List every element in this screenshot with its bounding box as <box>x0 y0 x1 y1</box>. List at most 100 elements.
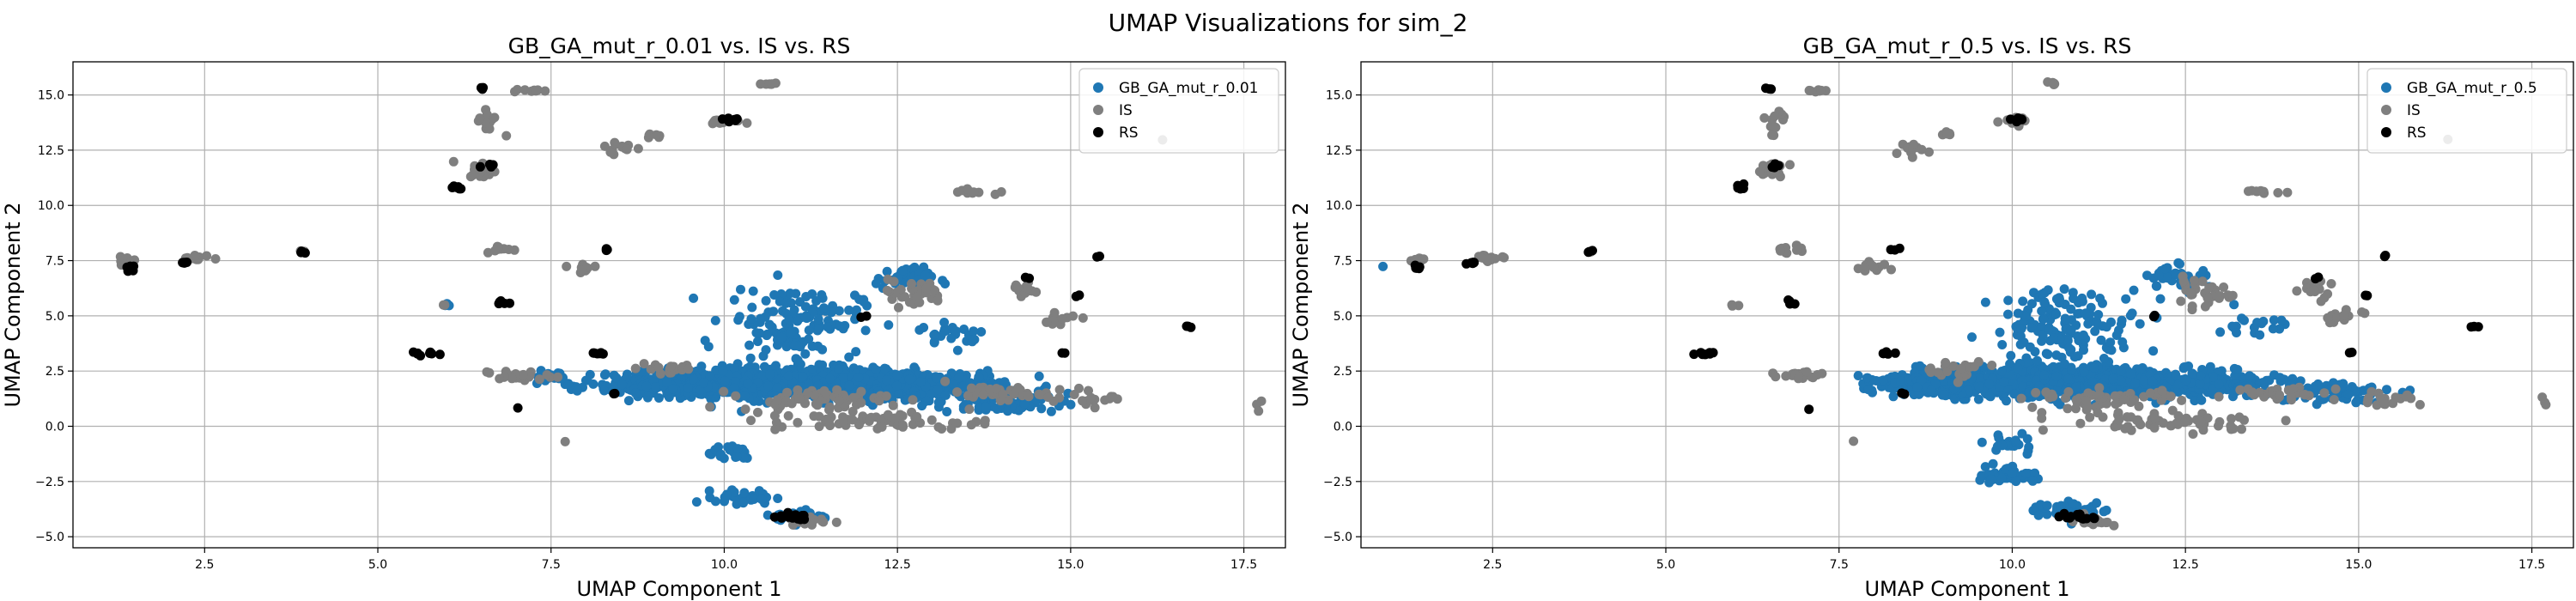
scatter-point <box>756 79 766 89</box>
scatter-point <box>475 161 485 172</box>
scatter-point <box>2096 335 2106 345</box>
scatter-point <box>651 382 660 392</box>
scatter-point <box>755 328 765 338</box>
scatter-point <box>2268 324 2278 334</box>
scatter-point <box>2116 366 2126 376</box>
x-tick-label: 2.5 <box>195 558 214 572</box>
scatter-point <box>2235 385 2245 395</box>
scatter-point <box>2275 373 2285 383</box>
scatter-point <box>2026 323 2037 333</box>
scatter-point <box>2155 294 2166 304</box>
scatter-point <box>2292 286 2302 296</box>
scatter-point <box>1862 373 1872 383</box>
scatter-point <box>933 422 944 432</box>
scatter-point <box>2151 281 2161 291</box>
scatter-point <box>2083 319 2093 329</box>
scatter-point <box>2016 324 2026 334</box>
x-tick-label: 12.5 <box>2172 558 2199 572</box>
scatter-point <box>974 402 984 412</box>
scatter-point <box>2063 404 2073 414</box>
scatter-point <box>1973 394 1984 404</box>
scatter-point <box>2214 379 2224 389</box>
scatter-point <box>705 402 715 412</box>
scatter-point <box>933 398 944 408</box>
scatter-point <box>560 436 570 446</box>
scatter-point <box>871 278 881 288</box>
scatter-point <box>930 285 940 295</box>
scatter-point <box>1781 371 1791 381</box>
scatter-point <box>2180 375 2190 385</box>
scatter-point <box>789 305 799 315</box>
x-tick-label: 7.5 <box>1830 558 1849 572</box>
scatter-point <box>2145 388 2155 398</box>
scatter-point <box>2185 288 2196 298</box>
scatter-point <box>633 143 643 154</box>
scatter-point <box>1942 129 1953 139</box>
scatter-point <box>662 378 672 387</box>
scatter-point <box>966 383 976 393</box>
scatter-point <box>800 349 811 359</box>
scatter-point <box>739 488 750 498</box>
scatter-point <box>1996 367 2007 376</box>
scatter-point <box>2175 259 2184 269</box>
scatter-point <box>814 324 824 333</box>
scatter-point <box>2071 382 2081 392</box>
scatter-point <box>2251 186 2262 197</box>
scatter-point <box>2003 309 2013 319</box>
scatter-point <box>2129 285 2139 295</box>
scatter-point <box>2060 313 2070 324</box>
scatter-point <box>1754 167 1765 177</box>
scatter-point <box>2071 404 2081 414</box>
x-tick-label: 17.5 <box>2518 558 2545 572</box>
scatter-point <box>296 247 307 258</box>
scatter-point <box>930 329 940 339</box>
scatter-point <box>783 410 793 421</box>
scatter-point <box>747 302 757 313</box>
scatter-point <box>2042 501 2052 511</box>
scatter-point <box>1012 282 1023 293</box>
subplot-2: GB_GA_mut_r_0.5 vs. IS vs. RS2.5 5.0 7.5 10… <box>1289 33 2574 601</box>
scatter-point <box>1973 373 1984 383</box>
scatter-point <box>2010 435 2020 446</box>
scatter-point <box>2166 392 2176 402</box>
scatter-point <box>2229 300 2239 310</box>
scatter-point <box>839 416 848 427</box>
scatter-point <box>2372 400 2382 410</box>
scatter-point <box>734 312 744 322</box>
scatter-point <box>2093 319 2103 330</box>
scatter-point <box>651 130 661 140</box>
scatter-point <box>807 289 817 299</box>
y-tick-label: 0.0 <box>46 421 64 434</box>
legend-label: GB_GA_mut_r_0.01 <box>1119 80 1258 97</box>
x-tick-label: 12.5 <box>884 558 911 572</box>
scatter-point <box>1926 385 1936 396</box>
scatter-point <box>2015 331 2026 342</box>
scatter-point <box>622 144 632 155</box>
scatter-point <box>2358 385 2368 396</box>
scatter-point <box>2094 383 2105 393</box>
scatter-point <box>969 326 979 337</box>
scatter-point <box>1060 348 1070 358</box>
scatter-point <box>2031 387 2041 398</box>
scatter-point <box>2233 365 2243 374</box>
scatter-point <box>2388 398 2398 409</box>
scatter-point <box>1977 470 1987 481</box>
scatter-point <box>526 367 536 377</box>
scatter-point <box>2214 293 2224 303</box>
scatter-point <box>1584 246 1595 257</box>
scatter-point <box>2123 422 2133 432</box>
scatter-point <box>2351 398 2361 408</box>
scatter-point <box>2239 315 2249 325</box>
subplot-panels: GB_GA_mut_r_0.01 vs. IS vs. RS2.5 5.0 7.5 1… <box>1 33 2574 601</box>
scatter-point <box>1804 404 1814 415</box>
y-tick-label: 12.5 <box>1326 144 1352 158</box>
scatter-point <box>844 305 854 315</box>
scatter-point <box>2131 415 2142 425</box>
scatter-point <box>769 307 779 317</box>
subplot-1: GB_GA_mut_r_0.01 vs. IS vs. RS2.5 5.0 7.5 1… <box>1 33 1286 601</box>
scatter-point <box>953 373 963 383</box>
scatter-point <box>898 422 908 432</box>
scatter-point <box>1894 243 1905 253</box>
scatter-point <box>1066 399 1076 410</box>
